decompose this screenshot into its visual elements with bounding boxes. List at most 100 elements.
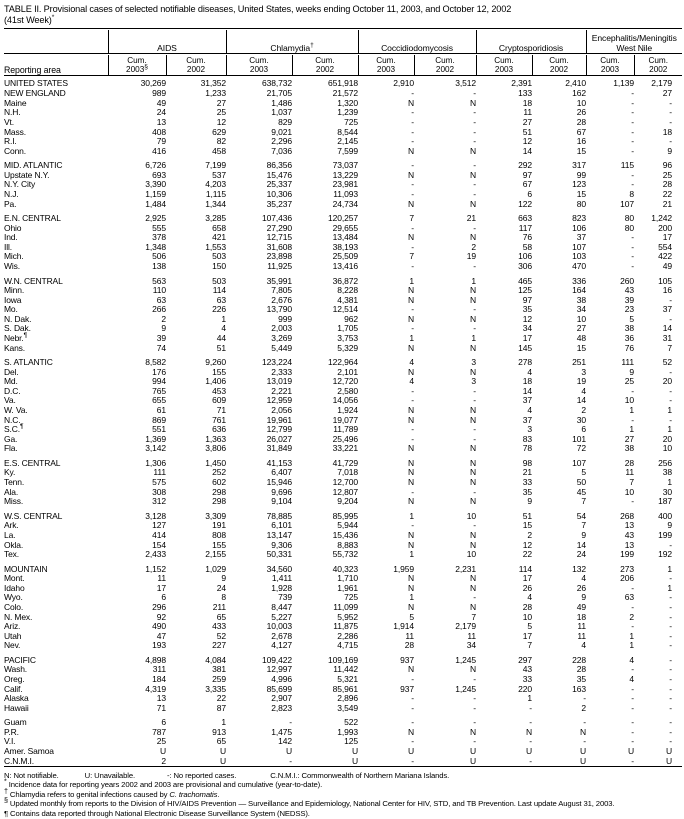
cell-value: 110 (152, 285, 166, 296)
cell-value: 9 (581, 529, 586, 540)
cell-value: - (669, 726, 672, 737)
row-reporting-area: Va. (4, 395, 16, 406)
cell-value: 29,655 (332, 222, 359, 233)
cell-value: 228 (572, 654, 586, 665)
cell-value: - (529, 736, 532, 747)
cell-value: N (469, 342, 476, 353)
cell-value: 127 (152, 520, 166, 531)
cell-value: 107,436 (261, 213, 292, 224)
row-reporting-area: Mont. (4, 573, 25, 584)
cell-value: 1 (409, 275, 414, 286)
cell-value: 1 (471, 333, 476, 343)
table-row: Mich. 506 503 23,898 25,509 7 19 106 103 - 422 (4, 252, 682, 262)
cell-value: U (525, 746, 532, 756)
cell-value: 1 (629, 630, 634, 641)
cell-value: 15 (576, 188, 586, 199)
cell-value: 7 (471, 611, 476, 622)
row-reporting-area: Del. (4, 366, 19, 377)
cell-value: 937 (400, 683, 414, 694)
cell-value: 7,018 (337, 467, 358, 478)
row-reporting-area: W.N. CENTRAL (4, 275, 63, 286)
cell-value: 11 (577, 621, 586, 632)
cell-value: 13 (624, 520, 634, 531)
cell-value: N (469, 477, 476, 488)
cell-value: 76 (624, 342, 634, 353)
cell-value: 85,699 (266, 683, 293, 694)
cell-value: 765 (152, 385, 166, 396)
cell-value: 25 (156, 736, 166, 747)
cell-value: 50 (576, 477, 586, 488)
cell-value: 8,582 (145, 357, 166, 368)
chlamydia-footnote-marker: † (310, 41, 314, 49)
cell-value: 10 (576, 97, 586, 108)
cell-value: N (469, 405, 476, 416)
cell-value: 937 (400, 654, 414, 665)
cell-value: 36,872 (332, 275, 359, 286)
cell-value: N (469, 529, 476, 540)
cell-value: 13,019 (266, 376, 293, 387)
group-header-encephalitis-west-nile: Encephalitis/Meningitis West Nile (585, 29, 682, 54)
cell-value: 554 (658, 241, 672, 252)
cell-value: 308 (152, 486, 166, 497)
table-row: Maine 49 27 1,486 1,320 N N 18 10 - - (4, 97, 682, 109)
cell-value: N (469, 457, 476, 468)
cell-value: - (631, 126, 634, 137)
cell-value: N (407, 582, 414, 593)
cell-value: 76 (522, 232, 532, 243)
table-row: Ark. 127 191 6,101 5,944 - - 15 7 13 9 (4, 521, 682, 531)
row-reporting-area: E.N. CENTRAL (4, 213, 61, 224)
cell-value: 10 (466, 549, 476, 560)
cell-value: - (473, 304, 476, 315)
table-row: La. 414 808 13,147 15,436 N N 2 9 43 199 (4, 529, 682, 541)
cell-value: 26 (576, 582, 586, 593)
footnote-pilcrow: ¶ Contains data reported through Nationa… (4, 808, 310, 818)
cell-value: 23,898 (266, 251, 293, 262)
cell-value: - (473, 702, 476, 713)
cell-value: 44 (216, 333, 226, 343)
row-reporting-area: S. Dak. (4, 323, 31, 334)
cell-value: 21 (662, 198, 672, 209)
cell-value: - (669, 621, 672, 632)
cell-value: N (469, 573, 476, 584)
cell-value: N (407, 97, 414, 108)
cell-value: - (411, 755, 414, 766)
cell-value: - (669, 592, 672, 603)
cell-value: 17 (522, 573, 532, 584)
cell-value: - (583, 736, 586, 747)
cell-value: 1 (527, 693, 532, 704)
cell-value: 63 (156, 294, 166, 305)
cell-value: 47 (156, 630, 166, 641)
cell-value: 1,139 (613, 77, 634, 88)
cell-value: 1,320 (337, 97, 358, 108)
table-row: N.J. 1,159 1,115 10,306 11,093 - - 6 15 8 22 (4, 188, 682, 200)
cell-value: N (407, 443, 414, 454)
row-reporting-area: Ind. (4, 232, 18, 243)
cell-value: 1 (221, 717, 226, 728)
cell-value: 2,676 (271, 294, 292, 305)
cell-value: 400 (658, 510, 672, 521)
table-row: Hawaii 71 87 2,823 3,549 - - - 2 - - (4, 702, 682, 714)
cell-value: 49 (156, 97, 166, 108)
cell-value: 317 (572, 160, 586, 171)
table-row: Ala. 308 298 9,696 12,807 - - 35 45 10 30 (4, 486, 682, 498)
cell-value: - (669, 611, 672, 622)
cell-value: 132 (572, 563, 586, 574)
cell-value: N (407, 366, 414, 377)
cell-value: 51 (522, 126, 532, 137)
row-reporting-area: N. Dak. (4, 313, 32, 324)
cell-value: 21,705 (266, 88, 293, 99)
cell-value: - (631, 97, 634, 108)
cell-value: - (411, 241, 414, 252)
cell-value: 27 (576, 323, 586, 334)
cell-value: 19 (466, 251, 476, 262)
cell-value: 16 (662, 285, 672, 296)
cell-value: 4 (581, 640, 586, 651)
cell-value: 9 (629, 366, 634, 377)
cell-value: 6,726 (145, 160, 166, 171)
subheader-westnile-2002: Cum. 2002 (633, 54, 682, 76)
table-foot (4, 766, 682, 769)
table-body: UNITED STATES 30,269 31,352 638,732 651,918 2… (4, 77, 682, 767)
cell-value: - (631, 232, 634, 243)
cell-value: 11,789 (333, 424, 358, 435)
